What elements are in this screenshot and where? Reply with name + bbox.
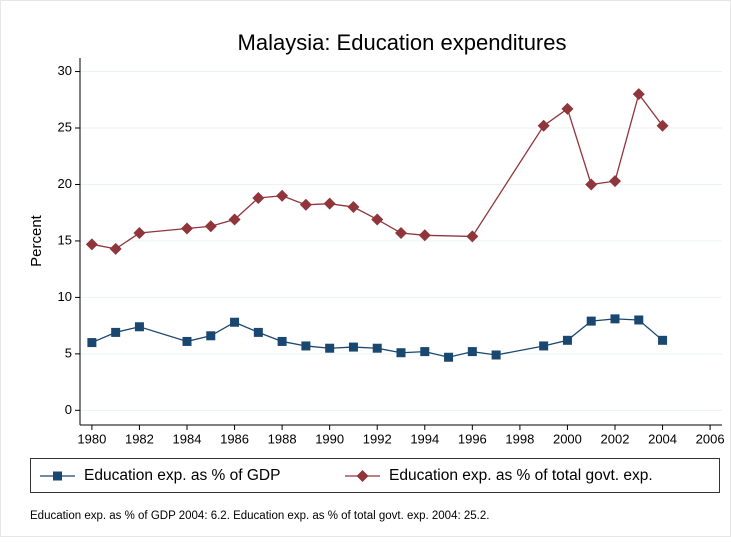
marker	[134, 322, 144, 332]
marker	[537, 119, 550, 132]
marker	[658, 335, 668, 345]
marker	[206, 331, 216, 341]
y-tick-label: 30	[58, 63, 72, 78]
marker	[230, 317, 240, 327]
marker	[610, 314, 620, 324]
marker	[299, 198, 312, 211]
marker	[109, 242, 122, 255]
y-tick-label: 25	[58, 119, 72, 134]
x-tick-label: 2002	[601, 431, 630, 446]
marker	[609, 175, 621, 188]
marker	[323, 197, 336, 210]
marker	[348, 342, 358, 352]
marker	[396, 348, 406, 358]
y-tick-label: 5	[65, 345, 72, 360]
legend-marker	[53, 471, 62, 481]
marker	[420, 347, 430, 357]
marker	[252, 192, 265, 205]
marker	[467, 347, 477, 357]
x-tick-label: 1998	[505, 431, 534, 446]
marker	[634, 315, 644, 325]
marker	[656, 119, 669, 132]
y-tick-label: 20	[58, 176, 72, 191]
chart-title: Malaysia: Education expenditures	[238, 30, 567, 55]
marker	[347, 201, 360, 214]
marker	[562, 335, 572, 345]
marker	[371, 213, 384, 226]
y-tick-label: 10	[58, 289, 72, 304]
note: Education exp. as % of GDP 2004: 6.2. Ed…	[30, 510, 489, 522]
x-tick-label: 1996	[458, 431, 487, 446]
marker	[133, 227, 146, 240]
y-tick-label: 0	[65, 402, 72, 417]
marker	[586, 316, 596, 326]
marker	[491, 350, 501, 360]
x-tick-label: 1982	[125, 431, 154, 446]
marker	[181, 222, 193, 235]
marker	[85, 238, 98, 251]
x-tick-label: 1988	[268, 431, 297, 446]
marker	[87, 338, 97, 348]
marker	[204, 220, 217, 233]
marker	[276, 189, 289, 202]
marker	[277, 336, 287, 346]
marker	[585, 178, 598, 191]
x-tick-label: 1984	[173, 431, 202, 446]
marker	[111, 327, 121, 337]
x-tick-label: 1986	[220, 431, 249, 446]
marker	[325, 343, 335, 353]
marker	[372, 343, 382, 353]
x-tick-label: 1992	[363, 431, 392, 446]
x-tick-label: 1990	[315, 431, 344, 446]
legend-label: Education exp. as % of total govt. exp.	[389, 467, 653, 484]
marker	[395, 227, 407, 240]
y-axis-label: Percent	[28, 214, 45, 267]
legend-label: Education exp. as % of GDP	[84, 467, 280, 484]
marker	[444, 352, 454, 362]
y-tick-label: 15	[58, 232, 72, 247]
marker	[228, 213, 241, 226]
x-tick-label: 1994	[410, 431, 439, 446]
marker	[301, 341, 311, 351]
marker	[182, 336, 192, 346]
marker	[632, 88, 645, 101]
marker	[466, 230, 479, 243]
marker	[539, 341, 549, 351]
x-tick-label: 1980	[77, 431, 106, 446]
marker	[561, 102, 574, 115]
marker	[253, 327, 263, 337]
x-tick-label: 2000	[553, 431, 582, 446]
x-tick-label: 2004	[648, 431, 677, 446]
x-tick-label: 2006	[696, 431, 725, 446]
legend-marker	[356, 470, 369, 482]
marker	[418, 229, 431, 242]
